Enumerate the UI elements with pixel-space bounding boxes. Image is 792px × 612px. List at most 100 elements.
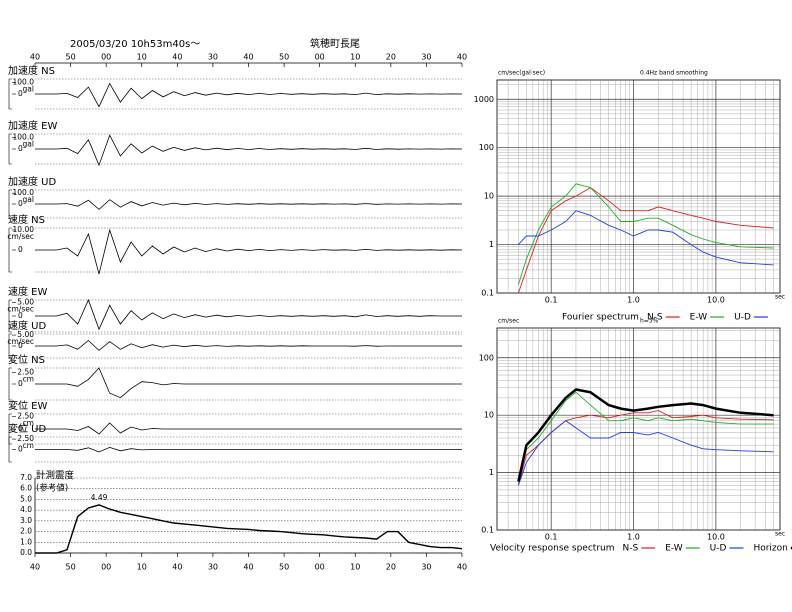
y-tick-label: 2.50 — [17, 368, 34, 377]
x-tick-label: 20 — [386, 563, 396, 572]
y-tick-label: 10 — [484, 192, 494, 201]
series-line — [517, 388, 774, 482]
x-tick-label: 50 — [65, 53, 75, 62]
x-tick-label: 40 — [172, 53, 182, 62]
chart-title: 計測震度 — [36, 470, 75, 482]
series-line — [517, 187, 774, 294]
x-tick-label: 40 — [172, 563, 182, 572]
y-tick-label: 0 — [18, 445, 23, 454]
x-axis-label: sec — [775, 531, 785, 538]
panel-title: 加速度 NS — [8, 64, 55, 77]
panel-title: 速度 UD — [8, 319, 46, 332]
y-tick-label: 5.0 — [20, 494, 32, 503]
x-tick-label: 0.1 — [545, 296, 558, 305]
x-tick-label: 40 — [243, 53, 253, 62]
y-tick-label: 0 — [18, 341, 23, 350]
x-tick-label: 40 — [30, 563, 40, 572]
station-name: 筑穂町長尾 — [310, 37, 360, 50]
y-axis-label: cm/sec — [498, 318, 519, 325]
y-tick-label: 0.1 — [481, 289, 494, 298]
panel-title: 速度 NS — [8, 213, 45, 226]
x-tick-label: 40 — [30, 53, 40, 62]
x-tick-label: 50 — [65, 563, 75, 572]
x-tick-label: 50 — [279, 53, 289, 62]
x-tick-label: 0.1 — [545, 533, 558, 542]
y-tick-label: 6.0 — [20, 484, 32, 493]
y-tick-label: 10 — [484, 411, 494, 420]
y-tick-label: 0 — [18, 311, 23, 320]
panel-title: 加速度 UD — [8, 175, 56, 188]
x-axis-label: sec — [775, 294, 785, 301]
unit-label: cm/sec — [7, 232, 34, 241]
y-tick-label: 100 — [479, 143, 494, 152]
y-tick-label: 100 — [479, 353, 494, 362]
unit-label: gal — [23, 84, 34, 93]
x-tick-label: 30 — [208, 53, 218, 62]
x-tick-label: 00 — [101, 563, 111, 572]
x-tick-label: 10 — [350, 563, 360, 572]
unit-label: cm/sec — [7, 305, 34, 314]
y-tick-label: 0 — [18, 144, 23, 153]
series-line — [517, 183, 774, 285]
y-tick-label: 2.50 — [17, 412, 34, 421]
waveform — [35, 228, 463, 275]
panel-title: 速度 EW — [8, 285, 47, 298]
panel-title: 変位 EW — [8, 399, 47, 412]
y-tick-label: 100.0 — [13, 77, 35, 86]
legend-title: Velocity response spectrum — [490, 544, 615, 554]
panel-bracket — [8, 436, 12, 463]
x-tick-label: 00 — [101, 53, 111, 62]
waveform — [35, 446, 462, 453]
panel-bracket — [8, 413, 12, 445]
x-tick-label: 1.0 — [627, 296, 640, 305]
annotation: 4.49 — [91, 493, 108, 502]
x-tick-label: 1.0 — [627, 533, 640, 542]
chart-subtitle: (参考値) — [36, 483, 68, 494]
panel-title: 変位 UD — [8, 422, 46, 435]
x-tick-label: 10 — [137, 563, 147, 572]
panel-bracket — [8, 333, 12, 359]
y-tick-label: 1000 — [474, 95, 494, 104]
x-tick-label: 10.0 — [707, 533, 725, 542]
y-tick-label: 5.00 — [17, 330, 34, 339]
y-tick-label: 0 — [18, 424, 23, 433]
unit-label: gal — [23, 139, 34, 148]
panel-bracket — [8, 367, 12, 401]
x-tick-label: 40 — [457, 53, 467, 62]
waveform — [35, 134, 463, 167]
x-tick-label: 00 — [315, 563, 325, 572]
y-tick-label: 0 — [18, 89, 23, 98]
y-tick-label: 2.0 — [20, 527, 32, 536]
waveform — [35, 199, 463, 210]
y-tick-label: 4.0 — [20, 505, 32, 514]
x-tick-label: 20 — [386, 53, 396, 62]
unit-label: cm — [23, 375, 34, 384]
y-tick-label: 5.00 — [17, 298, 34, 307]
y-tick-label: 3.0 — [20, 516, 32, 525]
panel-bracket — [8, 299, 12, 333]
unit-label: cm — [23, 419, 34, 428]
legend-title: Fourier spectrum — [562, 313, 639, 323]
unit-label: cm — [23, 441, 34, 450]
chart-title: h=5% — [640, 318, 659, 325]
x-tick-label: 40 — [243, 563, 253, 572]
chart-title: 0.4Hz band smoothing — [640, 70, 708, 77]
y-tick-label: 1.0 — [20, 537, 32, 546]
unit-label: cm/sec — [7, 337, 34, 346]
panel-bracket — [8, 189, 12, 219]
legend-label: E-W — [690, 313, 708, 323]
panel-bracket — [8, 133, 12, 165]
series-line — [517, 391, 774, 484]
y-tick-label: 0 — [18, 199, 23, 208]
unit-label: gal — [23, 195, 34, 204]
waveform — [35, 367, 462, 399]
x-tick-label: 40 — [457, 563, 467, 572]
waveform — [35, 422, 462, 435]
x-tick-label: 00 — [315, 53, 325, 62]
legend-label: Horizon — [753, 544, 787, 554]
waveform — [35, 82, 463, 108]
series-line — [517, 420, 774, 486]
legend-label: N-S — [623, 544, 639, 554]
